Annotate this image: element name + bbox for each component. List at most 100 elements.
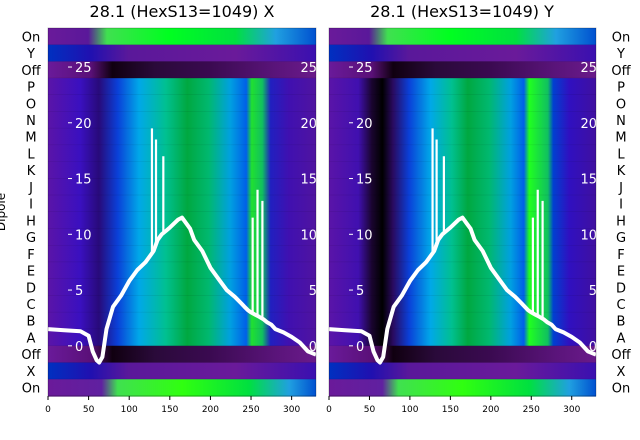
row-label: On xyxy=(612,382,630,397)
panel-1-title: 28.1 (HexS13=1049) Y xyxy=(370,2,554,21)
overlay-tick-label-right: 10 xyxy=(300,228,317,243)
heatmap-row-1 xyxy=(48,44,316,63)
row-label: P xyxy=(617,81,625,96)
row-label: A xyxy=(27,331,36,346)
x-tick-label: 50 xyxy=(364,405,376,415)
row-label: N xyxy=(616,114,626,129)
row-label: X xyxy=(617,365,626,380)
row-label: K xyxy=(27,164,36,179)
heatmap-row-16 xyxy=(329,295,596,313)
plot-frame xyxy=(328,27,597,397)
heatmap-row-7 xyxy=(329,145,596,163)
row-label: A xyxy=(617,331,626,346)
heatmap-row-20 xyxy=(329,362,596,380)
heatmap-row-21 xyxy=(329,379,596,397)
x-tick-label: 150 xyxy=(442,405,459,415)
heatmap-row-19 xyxy=(48,345,316,364)
row-label: Y xyxy=(616,47,625,62)
heatmap-row-8 xyxy=(329,161,596,180)
row-label: F xyxy=(617,248,624,263)
x-tick-label: 250 xyxy=(523,405,540,415)
overlay-tick-label: 0 xyxy=(75,340,83,355)
overlay-tick-label: 25 xyxy=(75,61,92,76)
heatmap-row-12 xyxy=(48,228,316,247)
heatmap-row-2 xyxy=(48,61,316,79)
plot-frame xyxy=(47,27,317,397)
heatmap-row-6 xyxy=(329,128,596,146)
overlay-tick-label: 25 xyxy=(356,61,373,76)
heatmap-row-18 xyxy=(48,329,316,347)
x-tick-label: 50 xyxy=(83,405,95,415)
row-label: N xyxy=(26,114,36,129)
heatmap-row-17 xyxy=(48,312,316,330)
x-tick-label: 300 xyxy=(563,405,580,415)
heatmap-row-15 xyxy=(48,278,316,297)
row-label: C xyxy=(616,298,625,313)
row-label: On xyxy=(22,30,40,45)
heatmap-row-18 xyxy=(329,329,596,347)
overlay-tick-label-right: 10 xyxy=(580,228,597,243)
heatmap-row-14 xyxy=(329,262,596,280)
heatmap-row-10 xyxy=(48,195,316,213)
overlay-tick-label-right: 15 xyxy=(300,173,317,188)
overlay-tick-label-right: 25 xyxy=(580,61,597,76)
row-label: Y xyxy=(26,47,35,62)
heatmap-row-16 xyxy=(48,295,316,313)
overlay-tick-label-right: 20 xyxy=(580,117,597,132)
row-label: On xyxy=(612,30,630,45)
heatmap-row-0 xyxy=(48,28,316,46)
overlay-tick-label: 10 xyxy=(75,228,92,243)
x-tick-label: 0 xyxy=(326,405,332,415)
heatmap-row-8 xyxy=(48,161,316,180)
row-label: E xyxy=(617,265,625,280)
heatmap-row-9 xyxy=(329,178,596,196)
heatmap-row-3 xyxy=(329,78,596,96)
x-tick-label: 0 xyxy=(45,405,51,415)
x-tick-label: 300 xyxy=(283,405,300,415)
row-label: H xyxy=(26,214,36,229)
row-label: M xyxy=(25,131,36,146)
overlay-line xyxy=(328,215,597,365)
x-tick-label: 100 xyxy=(401,405,418,415)
row-label: On xyxy=(22,382,40,397)
heatmap-row-10 xyxy=(329,195,596,213)
overlay-tick-label: 0 xyxy=(356,340,364,355)
heatmap-row-13 xyxy=(329,245,596,263)
heatmap-row-20 xyxy=(48,362,316,380)
heatmap-row-14 xyxy=(48,262,316,280)
heatmap-row-7 xyxy=(48,145,316,163)
row-label: G xyxy=(26,231,36,246)
row-label: Off xyxy=(21,348,41,363)
overlay-tick-label: 15 xyxy=(75,173,92,188)
row-label: Off xyxy=(611,64,631,79)
heatmap-row-4 xyxy=(329,94,596,113)
row-label: E xyxy=(27,265,35,280)
row-label: H xyxy=(616,214,626,229)
row-label: X xyxy=(27,365,36,380)
y-axis-label: Dipole xyxy=(0,193,8,231)
row-label: B xyxy=(617,315,626,330)
overlay-tick-label-right: 0 xyxy=(589,340,597,355)
overlay-tick-label: 20 xyxy=(75,117,92,132)
x-tick-label: 100 xyxy=(121,405,138,415)
heatmap-row-19 xyxy=(329,345,596,364)
heatmap-row-5 xyxy=(329,111,596,129)
row-label: F xyxy=(27,248,34,263)
heatmap-row-0 xyxy=(329,28,596,46)
x-tick-label: 250 xyxy=(242,405,259,415)
x-tick-label: 200 xyxy=(202,405,219,415)
overlay-tick-label: 5 xyxy=(75,284,83,299)
row-label: J xyxy=(28,181,33,196)
heatmap-row-4 xyxy=(48,94,316,113)
row-label: I xyxy=(619,198,623,213)
heatmap-row-13 xyxy=(48,245,316,263)
overlay-tick-label: 15 xyxy=(356,173,373,188)
overlay-tick-label-right: 25 xyxy=(300,61,317,76)
row-label: C xyxy=(26,298,35,313)
heatmap-row-1 xyxy=(329,44,596,63)
overlay-tick-label-right: 15 xyxy=(580,173,597,188)
row-label: D xyxy=(26,281,36,296)
heatmap-row-5 xyxy=(48,111,316,129)
